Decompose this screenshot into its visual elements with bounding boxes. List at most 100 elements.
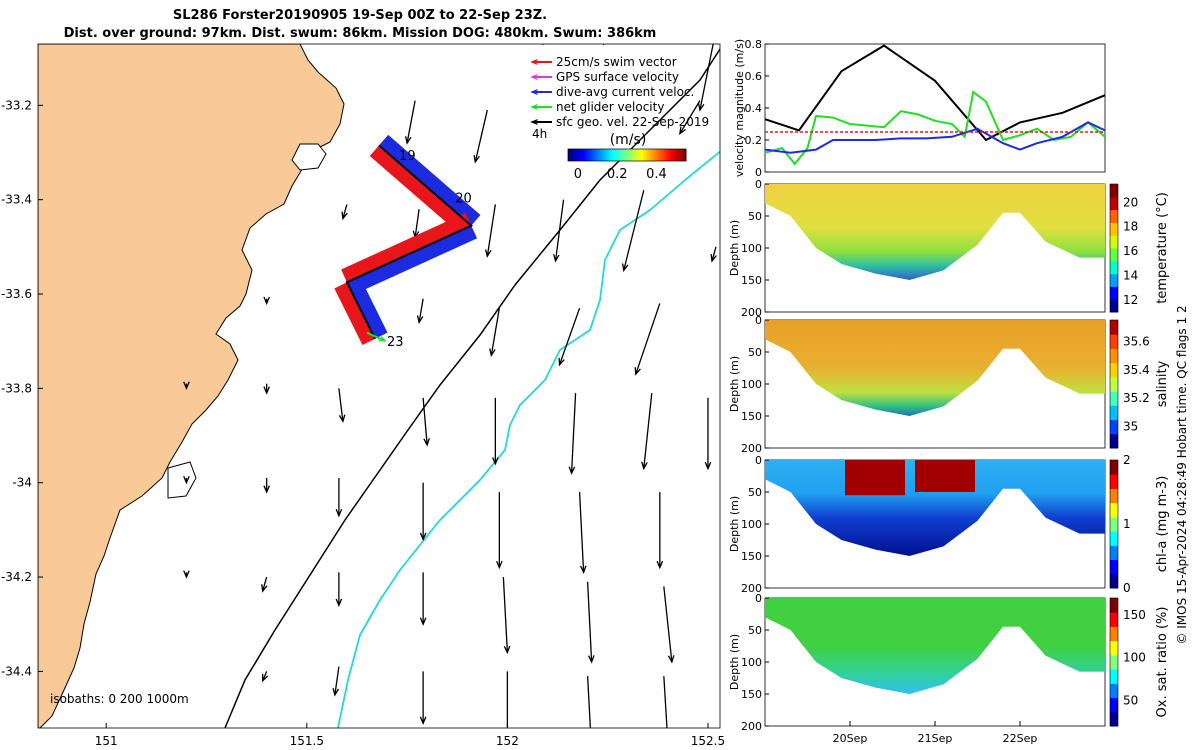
velocity-arrow-8 <box>553 199 565 263</box>
map-ytick-label-6: -34.4 <box>1 664 32 678</box>
salinity-ctick-2: 35.4 <box>1123 363 1150 377</box>
temperature-ytick-1: 50 <box>748 210 762 223</box>
velocity-series-2 <box>764 121 1106 154</box>
temperature-ytick-0: 0 <box>755 178 762 191</box>
oxygen-ctick-2: 150 <box>1123 608 1146 622</box>
velocity-arrow-3 <box>602 44 605 46</box>
velocity-arrow-22 <box>568 393 577 475</box>
chla-ytick-1: 50 <box>748 486 762 499</box>
chla-colorbar: 0 1 2 chl-a (mg m-3) <box>1109 453 1170 595</box>
velocity-series-0 <box>764 44 1106 142</box>
section-xtick-2: 22Sep <box>1003 732 1038 745</box>
map-ytick-label-5: -34.2 <box>1 570 32 584</box>
chla-ylabel: Depth (m) <box>728 496 741 552</box>
footer-copyright: © IMOS 15-Apr-2024 04:28:49 Hobart time.… <box>1175 305 1189 644</box>
salinity-ylabel: Depth (m) <box>728 356 741 412</box>
legend-item-2: dive-avg current veloc. <box>530 85 694 99</box>
velocity-ytick-3: 0.6 <box>745 70 763 83</box>
legend-extra: 4h <box>532 127 547 141</box>
chla-colorbar-label: chl-a (mg m-3) <box>1155 476 1170 573</box>
temperature-ytick-4: 200 <box>741 306 762 319</box>
salinity-ytick-4: 200 <box>741 442 762 455</box>
velocity-arrow-1 <box>473 109 488 164</box>
salinity-colorbar-label: salinity <box>1155 360 1170 407</box>
isobaths-label: isobaths: 0 200 1000m <box>50 692 189 706</box>
legend-item-4: sfc geo. vel. 22-Sep-2019 <box>530 115 709 129</box>
oxygen-ytick-4: 200 <box>741 720 762 733</box>
oxygen-ylabel: Depth (m) <box>728 634 741 690</box>
current-band-1 <box>346 225 478 295</box>
velocity-arrow-13 <box>489 308 500 357</box>
velocity-arrow-32 <box>183 570 190 579</box>
velocity-arrow-27 <box>335 477 343 518</box>
chla-ytick-3: 150 <box>741 550 762 563</box>
oxygen-ytick-1: 50 <box>748 624 762 637</box>
salinity-section <box>765 320 1105 416</box>
temperature-ctick-0: 12 <box>1123 293 1138 307</box>
colorbar-label: (m/s) <box>610 132 647 148</box>
velocity-arrow-5 <box>341 204 348 221</box>
salinity-ytick-1: 50 <box>748 346 762 359</box>
net-velocity-arrow <box>366 331 387 342</box>
velocity-arrow-24 <box>704 397 712 471</box>
velocity-arrow-41 <box>419 671 427 725</box>
velocity-arrow-16 <box>710 246 717 263</box>
temperature-ctick-3: 18 <box>1123 220 1138 234</box>
legend-label-3: net glider velocity <box>556 100 664 114</box>
swim-band-0 <box>369 145 472 237</box>
temperature-colorbar: 12 14 16 18 20 temperature (°C) <box>1109 183 1170 313</box>
oxygen-colorbar-label: Ox. sat. ratio (%) <box>1155 607 1170 718</box>
legend-label-4: sfc geo. vel. 22-Sep-2019 <box>556 115 709 129</box>
current-band-0 <box>379 134 481 226</box>
velocity-ytick-4: 0.8 <box>745 38 763 51</box>
swim-band-2 <box>334 282 375 346</box>
temperature-section <box>765 184 1105 280</box>
legend-label-1: GPS surface velocity <box>556 70 679 84</box>
velocity-ytick-1: 0.2 <box>745 134 763 147</box>
velocity-ytick-2: 0.4 <box>745 102 763 115</box>
swim-band-1 <box>341 212 472 283</box>
isobath-200 <box>224 47 720 728</box>
velocity-ytick-0: 0 <box>755 166 762 179</box>
map-xtick-label-1: 151.5 <box>290 734 324 748</box>
oxygen-ctick-0: 50 <box>1123 693 1138 707</box>
velocity-arrow-37 <box>586 581 595 664</box>
oxygen-ctick-1: 100 <box>1123 651 1146 665</box>
colorbar-tick-0: 0 <box>574 167 582 182</box>
velocity-arrow-30 <box>578 492 587 574</box>
salinity-ctick-0: 35 <box>1123 420 1138 434</box>
velocity-arrow-33 <box>261 576 268 593</box>
salinity-ctick-3: 35.6 <box>1123 334 1150 348</box>
oxygen-panel: 0 50 100 150 200 Depth (m) <box>728 592 1106 733</box>
velocity-arrow-35 <box>419 572 427 626</box>
map-xtick-label-0: 151 <box>95 734 118 748</box>
chla-ytick-0: 0 <box>755 454 762 467</box>
legend-item-3: net glider velocity <box>530 100 664 114</box>
velocity-arrow-34 <box>335 572 343 608</box>
velocity-ylabel: velocity magnitude (m/s) <box>733 39 746 177</box>
velocity-arrow-19 <box>338 388 346 424</box>
temperature-ylabel: Depth (m) <box>728 220 741 276</box>
colorbar-tick-1: 0.2 <box>607 167 628 182</box>
salinity-ytick-0: 0 <box>755 314 762 327</box>
salinity-panel: 0 50 100 150 200 Depth (m) <box>728 314 1106 455</box>
colorbar-tick-2: 0.4 <box>646 167 667 182</box>
velocity-arrow-9 <box>621 190 645 273</box>
velocity-arrow-2 <box>542 44 545 46</box>
velocity-arrow-18 <box>263 383 270 395</box>
velocity-arrow-7 <box>484 204 496 258</box>
section-xtick-1: 21Sep <box>918 732 953 745</box>
legend-label-2: dive-avg current veloc. <box>556 85 694 99</box>
chart-title: SL286 Forster20190905 19-Sep 00Z to 22-S… <box>172 8 548 23</box>
velocity-arrow-15 <box>634 303 661 376</box>
temperature-ctick-4: 20 <box>1123 195 1138 209</box>
velocity-arrow-25 <box>183 476 190 485</box>
oxygen-ytick-3: 150 <box>741 688 762 701</box>
current-band-2 <box>346 275 388 339</box>
map-ytick-label-4: -34 <box>12 476 32 490</box>
velocity-arrow-39 <box>262 671 269 683</box>
section-xtick-0: 20Sep <box>833 732 868 745</box>
velocity-arrow-0 <box>404 100 416 145</box>
velocity-frame <box>764 43 1106 173</box>
